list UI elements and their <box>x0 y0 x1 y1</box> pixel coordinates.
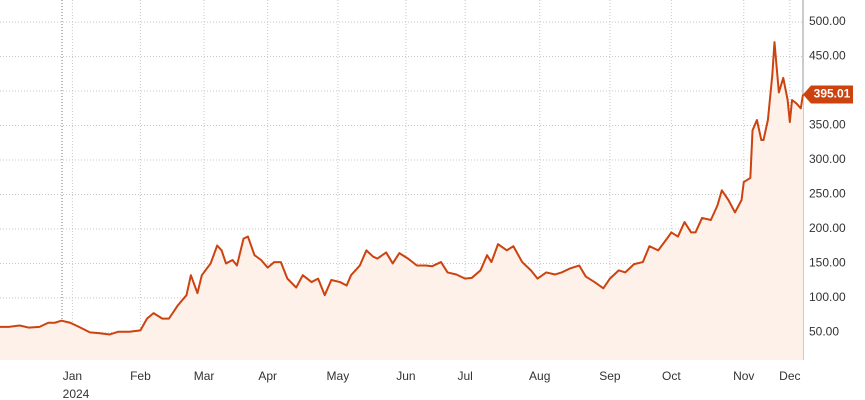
area-fill <box>0 42 803 360</box>
y-tick-label: 50.00 <box>809 325 839 339</box>
price-line <box>0 41 804 336</box>
x-tick-label: Jan <box>63 369 82 383</box>
x-tick-label: Jul <box>457 369 472 383</box>
x-tick-label: May <box>327 369 350 383</box>
x-tick-label: Feb <box>130 369 151 383</box>
y-tick-label: 300.00 <box>809 152 846 166</box>
x-tick-label: Jun <box>396 369 415 383</box>
x-tick-label: Oct <box>662 369 681 383</box>
last-value-tag <box>803 85 853 104</box>
y-tick-label: 350.00 <box>809 118 846 132</box>
x-tick-label: Sep <box>599 369 621 383</box>
year-label: 2024 <box>63 387 90 400</box>
last-value-label: 395.01 <box>814 87 851 101</box>
y-tick-label: 450.00 <box>809 49 846 63</box>
x-tick-label: Aug <box>529 369 550 383</box>
x-tick-label: Mar <box>194 369 215 383</box>
x-tick-label: Apr <box>258 369 277 383</box>
y-tick-label: 100.00 <box>809 290 846 304</box>
y-tick-label: 500.00 <box>809 14 846 28</box>
y-tick-label: 150.00 <box>809 256 846 270</box>
y-tick-label: 200.00 <box>809 221 846 235</box>
y-tick-label: 250.00 <box>809 187 846 201</box>
x-tick-label: Nov <box>733 369 754 383</box>
x-tick-label: Dec <box>779 369 800 383</box>
